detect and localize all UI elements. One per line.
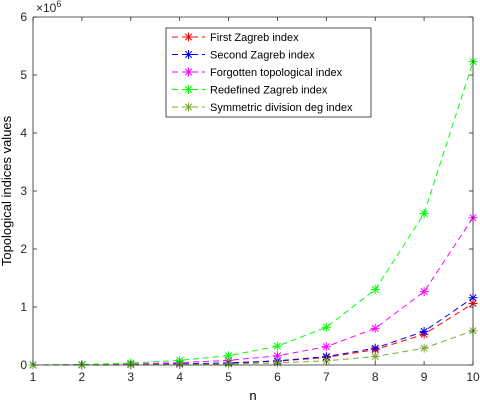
legend-marker [184,50,193,59]
legend-entry: First Zagreb index [172,32,299,44]
legend-box [165,27,372,118]
x-tick-label: 8 [372,370,379,384]
y-tick-label: 5 [20,68,27,82]
data-point [224,351,234,361]
legend-label: Second Zagreb index [210,50,315,62]
legend-entry: Second Zagreb index [172,50,315,62]
y-tick-label: 4 [20,126,27,140]
data-point [370,285,380,295]
y-tick-label: 2 [20,242,27,256]
x-tick-label: 9 [421,370,428,384]
data-point [419,287,429,297]
legend-marker [184,85,193,94]
data-point [370,352,380,362]
x-tick-label: 6 [274,370,281,384]
data-point [370,343,380,353]
legend-label: Forgotten topological index [210,67,343,79]
y-tick-label: 3 [20,184,27,198]
legend-label: Redefined Zagreb index [210,85,328,97]
legend: First Zagreb index Second Zagreb index For… [165,27,372,118]
x-axis-label: n [249,388,256,403]
y-tick-label: 0 [20,358,27,372]
data-point [321,322,331,332]
legend-label: First Zagreb index [210,32,299,44]
data-point [419,343,429,353]
series-line [32,61,474,366]
x-tick-label: 3 [127,370,134,384]
data-point [370,323,380,333]
x-tick-label: 10 [466,370,480,384]
y-axis-exponent: ×106 [36,0,61,15]
y-tick-label: 6 [20,10,27,24]
legend-marker [184,32,193,42]
legend-label: Symmetric division deg index [210,102,353,114]
legend-marker [184,67,193,77]
legend-entry: Symmetric division deg index [172,102,353,114]
x-tick-label: 1 [30,370,37,384]
x-tick-label: 2 [79,370,86,384]
legend-entry: Redefined Zagreb index [172,85,328,97]
data-point [321,342,331,352]
legend-marker [184,102,193,112]
data-point [272,341,282,351]
y-axis-label: Topological indices values [0,115,14,266]
legend-entry: Forgotten topological index [172,67,343,79]
data-point [419,326,429,336]
data-point [419,209,429,219]
x-tick-label: 4 [176,370,183,384]
x-tick-label: 5 [225,370,232,384]
x-tick-label: 7 [323,370,330,384]
y-tick-label: 1 [20,300,27,314]
